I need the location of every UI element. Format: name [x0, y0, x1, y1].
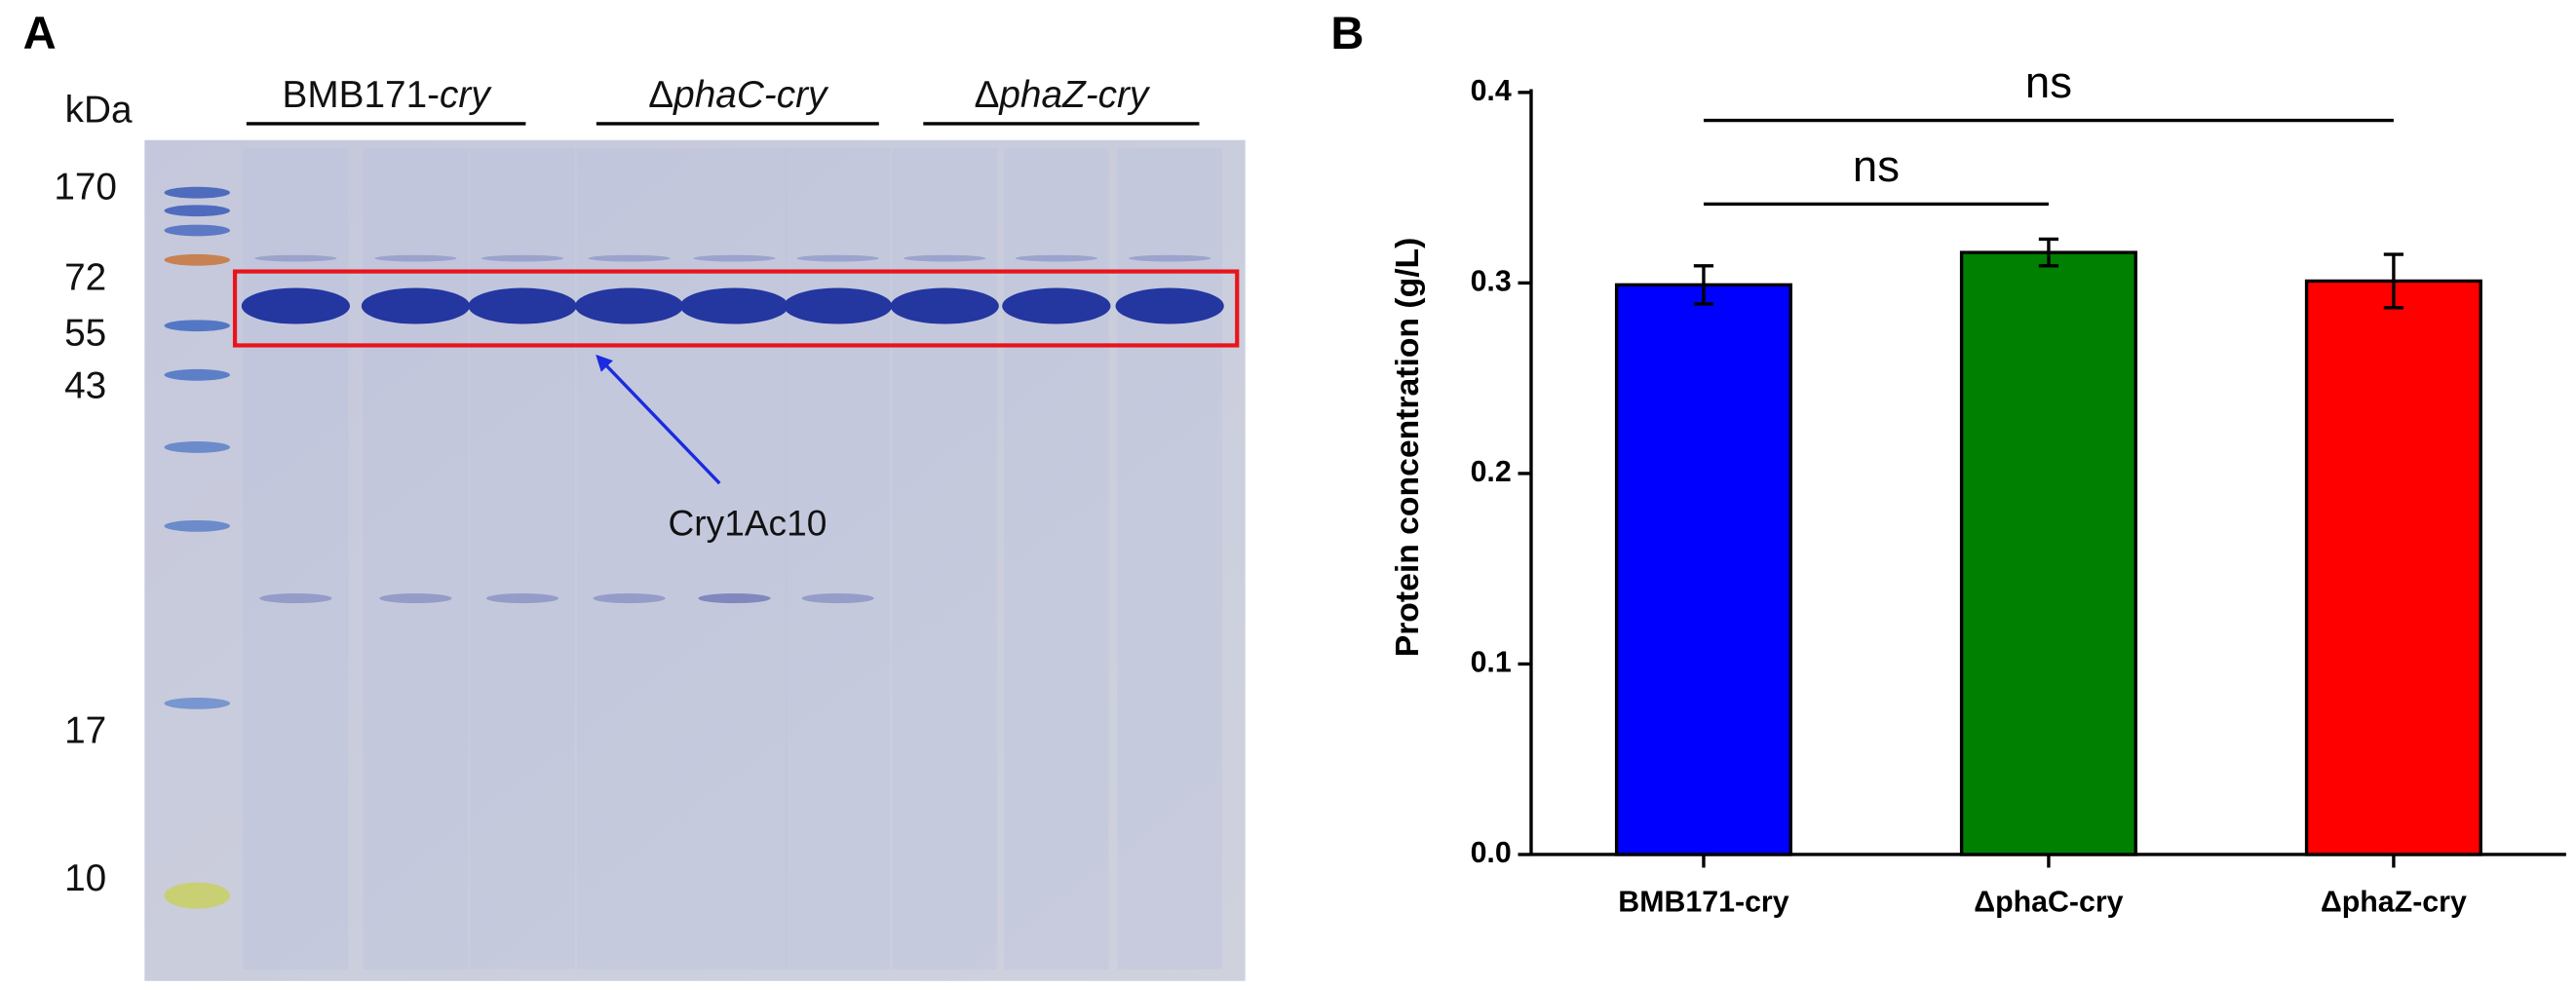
lane	[470, 148, 575, 969]
ladder-band	[164, 224, 230, 237]
label-part: phaZ-cry	[998, 74, 1151, 116]
ladder-band	[164, 441, 230, 453]
bar	[2304, 279, 2482, 856]
arrow	[596, 354, 721, 485]
y-tick-label: 0.0	[1471, 837, 1512, 869]
bar	[1959, 250, 2137, 856]
marker-label: 17	[64, 709, 106, 751]
protein-band	[361, 287, 471, 324]
protein-band	[468, 287, 577, 324]
x-tick-label: ΔphaZ-cry	[2321, 887, 2467, 919]
panel-label: B	[1330, 8, 1364, 59]
bar	[1614, 283, 1792, 856]
ladder-band	[164, 519, 230, 532]
marker-labels: 170 72 55 43 17 10	[54, 167, 117, 900]
x-tick-label: BMB171-cry	[1618, 887, 1788, 919]
marker-label: 10	[64, 857, 106, 899]
ladder-band	[164, 253, 230, 266]
gel	[144, 139, 1246, 981]
gel-bands	[164, 148, 1224, 969]
faint-band	[588, 254, 671, 262]
faint-band	[374, 254, 457, 262]
faint-band	[481, 254, 564, 262]
faint-band	[698, 592, 771, 604]
protein-band	[241, 287, 351, 324]
label-part: BMB171-	[283, 74, 441, 116]
y-tick-label: 0.4	[1471, 75, 1512, 107]
significance-label: ns	[1853, 141, 1900, 191]
label-part: Δ	[648, 74, 673, 116]
faint-band	[254, 254, 337, 262]
label-part: Δ	[974, 74, 999, 116]
protein-band	[574, 287, 684, 324]
highlight-box	[232, 269, 1240, 348]
lane	[1003, 148, 1109, 969]
protein-band	[679, 287, 789, 324]
lane-group-label: BMB171-cry	[283, 74, 493, 116]
lane-group-label: ΔphaZ-cry	[974, 74, 1150, 116]
faint-band	[796, 254, 879, 262]
error-bar	[1693, 264, 1714, 306]
ladder-band	[164, 205, 230, 217]
faint-band	[485, 592, 559, 604]
lane	[892, 148, 998, 969]
y-tick-label: 0.2	[1471, 456, 1512, 488]
lane-groups: BMB171-cry ΔphaC-cry ΔphaZ-cry	[246, 74, 1200, 126]
protein-band	[1115, 287, 1224, 324]
protein-band	[1002, 287, 1111, 324]
marker-label: 43	[64, 365, 106, 407]
faint-band	[693, 254, 776, 262]
y-axis-label: Protein concentration (g/L)	[1389, 238, 1426, 658]
protein-band	[890, 287, 999, 324]
x-tick-label: ΔphaC-cry	[1974, 887, 2123, 919]
label-part: phaC-cry	[673, 74, 829, 116]
faint-band	[379, 592, 452, 604]
significance-label: ns	[2025, 57, 2072, 107]
ladder-band	[164, 368, 230, 381]
panel-label: A	[23, 8, 57, 59]
lane-group-label: ΔphaC-cry	[648, 74, 829, 116]
lane	[363, 148, 469, 969]
band-annotation: Cry1Ac10	[669, 503, 827, 544]
error-bar	[2383, 252, 2404, 310]
marker-label: 170	[54, 167, 117, 209]
faint-band	[801, 592, 874, 604]
unit-label: kDa	[65, 89, 133, 131]
lane	[243, 148, 349, 969]
ladder-band	[164, 320, 230, 332]
marker-label: 55	[64, 313, 106, 355]
faint-band	[1015, 254, 1097, 262]
protein-band	[784, 287, 893, 324]
plot: 0.0 0.1 0.2 0.3 0.4 BMB171-cry ΔphaC-cry ΔphaZ-…	[1471, 57, 2566, 919]
y-tick-label: 0.1	[1471, 646, 1512, 678]
faint-band	[904, 254, 986, 262]
y-tick-label: 0.3	[1471, 265, 1512, 297]
ladder-band	[164, 698, 230, 709]
lane	[1117, 148, 1223, 969]
faint-band	[259, 592, 332, 604]
marker-label: 72	[64, 256, 106, 298]
ladder-band	[164, 882, 230, 909]
lane	[681, 148, 788, 969]
lane	[785, 148, 891, 969]
label-part: cry	[440, 74, 492, 116]
ladder-band	[164, 186, 230, 199]
faint-band	[1128, 254, 1211, 262]
error-bar	[2038, 237, 2059, 268]
lane	[576, 148, 682, 969]
faint-band	[593, 592, 666, 604]
